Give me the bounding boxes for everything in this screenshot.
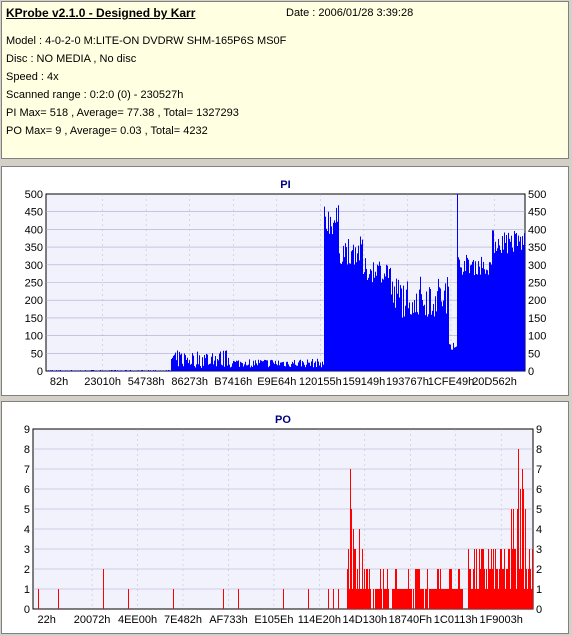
po-ytick-right: 3 [536,544,542,556]
po-series [38,449,533,609]
po-ytick-right: 7 [536,464,542,476]
po-chart: PO 0 0 1 1 2 2 3 3 4 4 5 5 6 6 7 7 8 8 9 9 22h 20072h 4EE00h 7E4… [24,414,542,626]
po-bars [38,449,533,609]
po-ytick-right: 1 [536,584,542,596]
info-panel: KProbe v2.1.0 - Designed by Karr Date : … [1,1,569,159]
pi-ytick-right: 500 [528,189,546,201]
po-ytick-left: 0 [24,604,30,616]
pi-ytick-right: 350 [528,242,546,254]
po-ytick-left: 5 [24,504,30,516]
pi-ytick-left: 300 [25,260,43,272]
pi-ytick-left: 150 [25,313,43,325]
pi-chart-panel: PI 0 0 50 50 100 100 150 150 200 200 250 250 300 300 35… [1,166,569,396]
pi-ytick-left: 200 [25,295,43,307]
po-ytick-left: 1 [24,584,30,596]
speed-line: Speed : 4x [6,71,59,83]
model-line: Model : 4-0-2-0 M:LITE-ON DVDRW SHM-165P… [6,35,287,47]
po-ytick-right: 9 [536,424,542,436]
pi-ytick-left: 400 [25,224,43,236]
po-ytick-right: 2 [536,564,542,576]
po-xtick: 18740Fh [389,614,432,626]
po-summary: PO Max= 9 , Average= 0.03 , Total= 4232 [6,125,208,137]
po-xtick: 22h [37,614,55,626]
pi-xtick: 159149h [342,376,385,388]
pi-ytick-right: 400 [528,224,546,236]
pi-ytick-right: 100 [528,331,546,343]
pi-series [47,205,525,371]
pi-ytick-right: 300 [528,260,546,272]
pi-chart: PI 0 0 50 50 100 100 150 150 200 200 250 250 300 300 35… [25,179,547,388]
pi-xtick: 1CFE49h [428,376,474,388]
po-xtick: 1C0113h [434,614,478,626]
scan-date: Date : 2006/01/28 3:39:28 [286,7,414,19]
pi-xtick: B7416h [214,376,252,388]
range-line: Scanned range : 0:2:0 (0) - 230527h [6,89,184,101]
pi-ytick-right: 250 [528,278,546,290]
pi-xtick: 86273h [171,376,208,388]
po-ytick-right: 5 [536,504,542,516]
pi-title: PI [280,179,290,191]
pi-ytick-right: 50 [528,348,540,360]
app-title: KProbe v2.1.0 - Designed by Karr [6,6,196,20]
pi-xtick: 82h [50,376,68,388]
po-xtick: 114E20h [298,614,341,626]
po-ytick-left: 9 [24,424,30,436]
pi-ytick-right: 150 [528,313,546,325]
po-title: PO [275,414,291,426]
po-chart-panel: PO 0 0 1 1 2 2 3 3 4 4 5 5 6 6 7 7 8 8 9 9 22h 20072h 4EE00h 7E4… [1,401,569,634]
pi-ytick-right: 450 [528,207,546,219]
pi-ytick-left: 0 [37,366,43,378]
po-xtick: 7E482h [164,614,202,626]
pi-xtick: 54738h [128,376,165,388]
pi-bars [47,194,525,371]
po-ytick-right: 6 [536,484,542,496]
po-ytick-left: 4 [24,524,30,536]
pi-ytick-left: 50 [31,348,43,360]
pi-xtick: 120155h [299,376,342,388]
po-xtick: 20072h [74,614,111,626]
po-ytick-left: 2 [24,564,30,576]
po-xtick: E105Eh [254,614,293,626]
pi-ytick-right: 0 [528,366,534,378]
po-ytick-left: 7 [24,464,30,476]
po-ytick-right: 8 [536,444,542,456]
po-ytick-left: 8 [24,444,30,456]
pi-ytick-left: 250 [25,278,43,290]
po-ytick-left: 6 [24,484,30,496]
po-xtick: 14D130h [342,614,387,626]
po-xtick: AF733h [209,614,248,626]
po-xtick: 4EE00h [118,614,157,626]
pi-xtick: 23010h [84,376,121,388]
po-ytick-left: 3 [24,544,30,556]
po-ytick-right: 4 [536,524,542,536]
pi-ytick-left: 350 [25,242,43,254]
pi-ytick-left: 450 [25,207,43,219]
pi-xtick: 20D562h [472,376,517,388]
pi-ytick-left: 100 [25,331,43,343]
pi-ytick-left: 500 [25,189,43,201]
pi-xtick: E9E64h [257,376,296,388]
pi-ytick-right: 200 [528,295,546,307]
po-xtick: 1F9003h [479,614,522,626]
pi-summary: PI Max= 518 , Average= 77.38 , Total= 13… [6,107,239,119]
po-ytick-right: 0 [536,604,542,616]
disc-line: Disc : NO MEDIA , No disc [6,53,137,65]
pi-xtick: 193767h [386,376,429,388]
